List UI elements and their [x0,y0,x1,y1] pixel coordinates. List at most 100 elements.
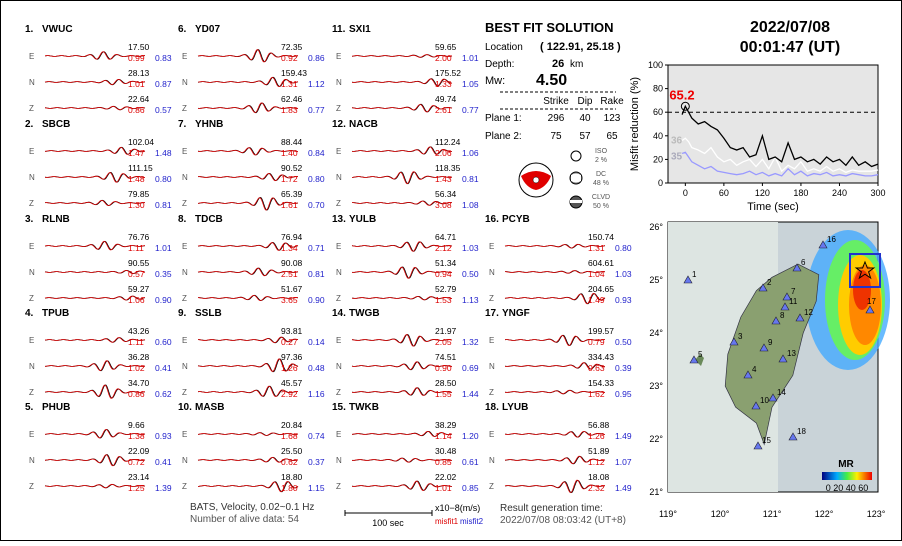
component-label: E [489,336,494,345]
synthetic-trace [197,432,299,436]
amplitude: 175.52 [435,68,461,78]
synthetic-trace [197,49,299,63]
network: BATS, Velocity, 0.02~0.1 Hz [190,502,314,513]
component-label: E [336,242,341,251]
plane-value: 123 [604,113,621,124]
plane-label: Plane 2: [485,131,522,142]
station-label: 16 [827,235,836,244]
component-label: N [336,78,342,87]
y-tick-label: 20 [653,154,663,164]
misfit2: 0.77 [308,105,325,115]
station-label: 17 [867,297,876,306]
synthetic-trace [44,240,146,251]
mt-percent: 48 % [593,180,609,187]
misfit1: 1.72 [281,174,298,184]
table-header: Strike [543,96,569,107]
misfit2: 1.32 [462,337,479,347]
misfit2: 0.86 [308,53,325,63]
plane-value: 40 [579,113,591,124]
station-number: 12. [332,119,346,130]
component-label: E [489,430,494,439]
misfit2: 1.16 [308,389,325,399]
y-tick-label: 80 [653,84,663,94]
scale-bar [344,510,433,516]
event-time: 00:01:47 (UT) [740,39,840,56]
synthetic-trace [504,335,605,347]
component-label: Z [182,104,187,113]
station-marker [689,355,699,364]
amplitude: 93.81 [281,326,303,336]
amplitude: 118.35 [435,163,461,173]
misfit1: 1.47 [128,148,145,158]
plane-value: 75 [550,131,562,142]
misfit1: 0.86 [128,105,145,115]
station-name: YNGF [502,308,530,319]
station-marker [792,263,802,272]
units: x10−8(m/s) [435,503,480,513]
misfit1: 0.27 [281,337,298,347]
station-name: TPUB [42,308,69,319]
misfit1: 2.92 [281,389,298,399]
amplitude: 204.65 [588,284,614,294]
misfit2: 1.49 [615,431,632,441]
misfit2: 1.12 [308,79,325,89]
synthetic-trace [44,384,146,399]
station-label: 12 [804,308,813,317]
station-label: 9 [768,338,773,347]
station-number: 11. [332,24,346,35]
misfit2: 0.62 [155,389,172,399]
x-tick-label: 60 [719,188,729,198]
component-label: E [29,52,34,61]
station-number: 4. [25,308,34,319]
annotation: 36 [671,136,683,147]
amplitude: 49.74 [435,94,457,104]
misfit2: 0.35 [155,269,172,279]
station-name: SSLB [195,308,222,319]
synthetic-trace [197,76,299,88]
misfit1: 0.94 [435,269,452,279]
misfit2: 0.57 [155,105,172,115]
station-number: 1. [25,24,34,35]
misfit1: 3.65 [281,295,298,305]
amplitude: 34.70 [128,378,150,388]
misfit1: 1.11 [128,243,144,253]
station-label: 13 [787,349,796,358]
misfit2: 0.74 [308,431,325,441]
legend-title: MR [838,459,854,470]
misfit1: 1.43 [435,174,452,184]
station-marker [729,337,739,346]
synthetic-trace [44,105,146,111]
component-label: N [182,268,188,277]
component-label: Z [336,104,341,113]
station-number: 15. [332,402,346,413]
misfit1: 0.63 [588,363,605,373]
misfit1: 1.55 [435,389,452,399]
synthetic-trace [504,362,606,370]
synthetic-trace [352,200,453,206]
misfit1: 1.38 [128,431,145,441]
component-label: Z [29,388,34,397]
component-label: E [182,430,187,439]
amplitude: 59.27 [128,284,150,294]
station-label: 3 [738,332,743,341]
misfit2: 0.41 [155,363,172,373]
station-number: 8. [178,214,187,225]
x-axis-label: Time (sec) [747,201,799,213]
station-marker [758,283,768,292]
component-label: Z [182,199,187,208]
amplitude: 334.43 [588,352,614,362]
misfit1: 1.48 [128,174,145,184]
misfit2: 1.05 [462,79,479,89]
amplitude: 36.28 [128,352,150,362]
station-number: 5. [25,402,34,413]
synthetic-trace [504,430,605,438]
misfit2: 0.41 [155,457,172,467]
amplitude: 43.26 [128,326,150,336]
component-label: N [182,173,188,182]
amplitude: 74.51 [435,352,457,362]
misfit1: 1.01 [435,483,452,493]
component-label: E [182,147,187,156]
component-label: Z [182,388,187,397]
y-tick-label: 60 [653,107,663,117]
